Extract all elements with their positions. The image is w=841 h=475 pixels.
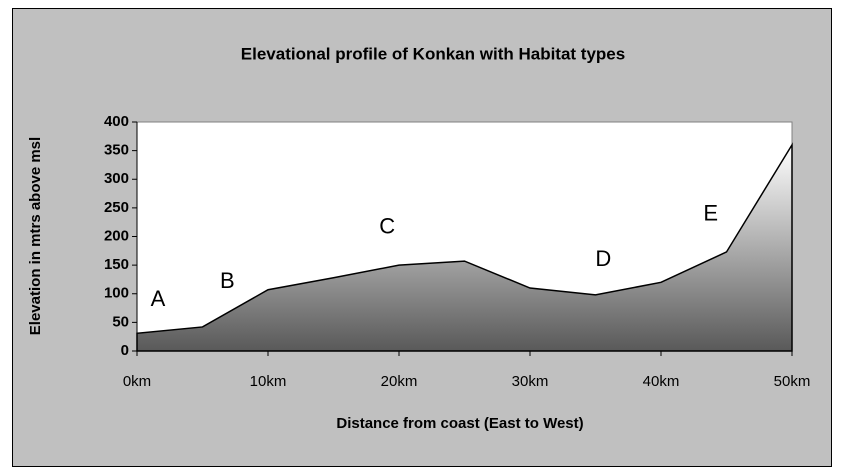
y-tick-label: 150 (104, 256, 129, 273)
x-tick-label: 0km (123, 373, 151, 390)
y-tick-label: 0 (121, 342, 129, 359)
annotation: C (379, 214, 395, 239)
y-tick-label: 100 (104, 285, 129, 302)
y-tick-label: 200 (104, 227, 129, 244)
annotation: E (703, 201, 718, 226)
area (136, 142, 793, 352)
annotation: A (151, 286, 166, 311)
y-tick-label: 250 (104, 199, 129, 216)
x-tick-label: 10km (250, 373, 287, 390)
x-axis-label: Distance from coast (East to West) (336, 415, 583, 432)
y-tick-label: 400 (104, 113, 129, 130)
y-tick-label: 350 (104, 142, 129, 159)
x-tick-label: 20km (381, 373, 418, 390)
x-tick-label: 40km (643, 373, 680, 390)
y-axis-label: Elevation in mtrs above msl (27, 137, 44, 335)
y-tick-label: 300 (104, 170, 129, 187)
x-tick-label: 30km (512, 373, 549, 390)
y-tick-label: 50 (112, 313, 129, 330)
x-tick-label: 50km (774, 373, 811, 390)
annotation: B (220, 268, 235, 293)
annotation: D (595, 246, 611, 271)
chart-title: Elevational profile of Konkan with Habit… (241, 44, 625, 63)
